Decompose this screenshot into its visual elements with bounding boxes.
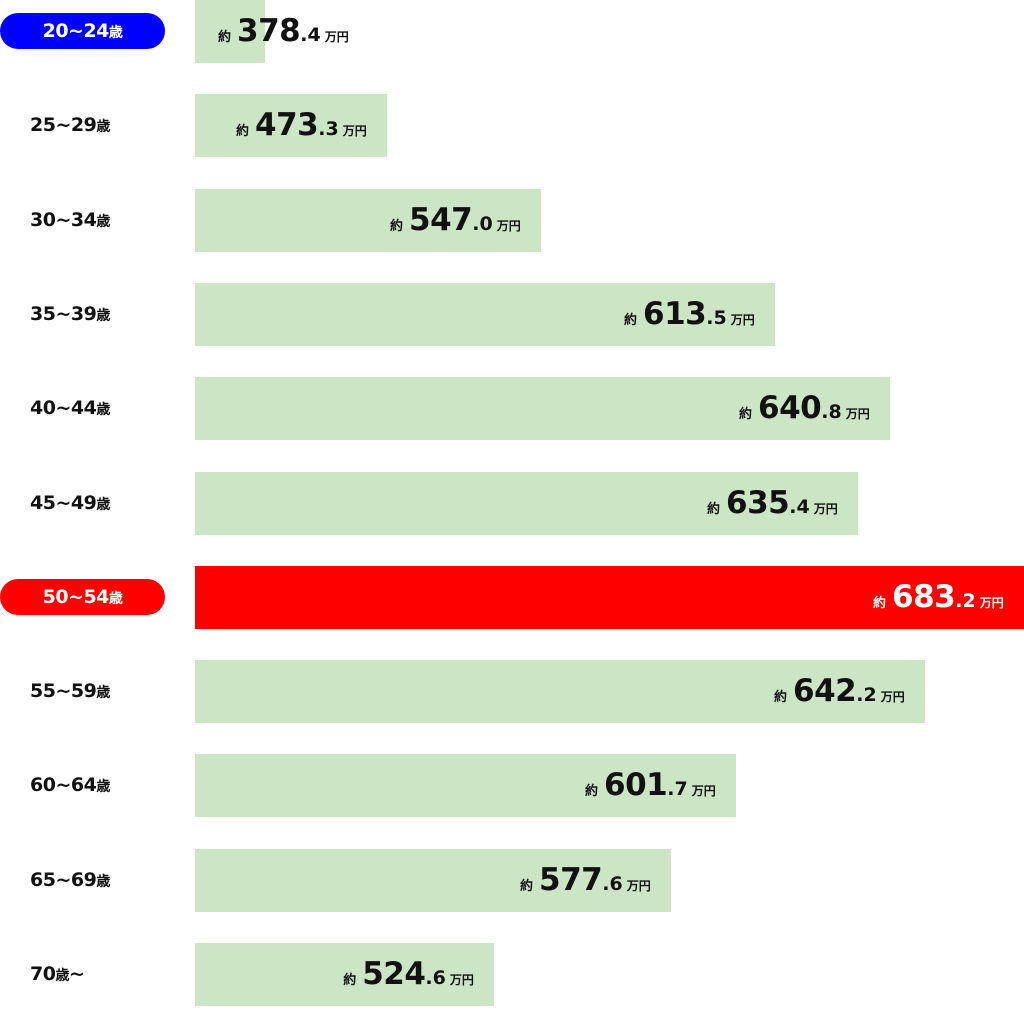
category-label: 70歳~ bbox=[30, 963, 85, 985]
category-label: 65~69歳 bbox=[30, 868, 110, 891]
data-label: 約 473.3 万円 bbox=[236, 107, 367, 144]
bar bbox=[195, 660, 925, 724]
category-label: 35~39歳 bbox=[30, 302, 110, 325]
bar-row: 30~34歳 約 547.0 万円 bbox=[0, 188, 1024, 252]
bar-row: 40~44歳 約 640.8 万円 bbox=[0, 377, 1024, 441]
category-label: 50~54歳 bbox=[0, 578, 165, 615]
category-label: 40~44歳 bbox=[30, 397, 110, 420]
bar-row: 60~64歳 約 601.7 万円 bbox=[0, 754, 1024, 818]
bar bbox=[195, 848, 671, 912]
bar-row: 50~54歳 約 683.2 万円 bbox=[0, 565, 1024, 629]
bar bbox=[195, 377, 890, 441]
bar bbox=[195, 471, 858, 535]
category-label: 60~64歳 bbox=[30, 774, 110, 797]
category-label: 20~24歳 bbox=[0, 13, 165, 49]
bar-row: 45~49歳 約 635.4 万円 bbox=[0, 471, 1024, 535]
bar bbox=[195, 754, 736, 818]
bar bbox=[195, 188, 541, 252]
bar bbox=[195, 565, 1024, 629]
category-label: 25~29歳 bbox=[30, 114, 110, 137]
data-label: 約 642.2 万円 bbox=[774, 673, 905, 710]
bar bbox=[195, 282, 775, 346]
data-label: 約 601.7 万円 bbox=[585, 767, 716, 804]
data-label: 約 640.8 万円 bbox=[739, 390, 870, 427]
data-label: 約 547.0 万円 bbox=[390, 201, 521, 238]
category-label: 55~59歳 bbox=[30, 680, 110, 703]
category-label: 45~49歳 bbox=[30, 491, 110, 514]
bar bbox=[195, 94, 387, 158]
bar-row: 25~29歳 約 473.3 万円 bbox=[0, 94, 1024, 158]
data-label: 約 683.2 万円 bbox=[873, 578, 1004, 615]
data-label: 約 524.6 万円 bbox=[343, 956, 474, 992]
bar-row: 20~24歳 約 378.4 万円 bbox=[0, 0, 1024, 63]
data-label: 約 635.4 万円 bbox=[707, 484, 838, 521]
category-label: 30~34歳 bbox=[30, 208, 110, 231]
bar-row: 55~59歳 約 642.2 万円 bbox=[0, 660, 1024, 724]
bar-row: 70歳~ 約 524.6 万円 bbox=[0, 943, 1024, 1006]
bar bbox=[195, 0, 265, 63]
data-label: 約 613.5 万円 bbox=[624, 295, 755, 332]
data-label: 約 577.6 万円 bbox=[520, 861, 651, 898]
bar-row: 35~39歳 約 613.5 万円 bbox=[0, 282, 1024, 346]
bar bbox=[195, 943, 495, 1006]
bar-row: 65~69歳 約 577.6 万円 bbox=[0, 848, 1024, 912]
data-label: 約 378.4 万円 bbox=[218, 13, 349, 49]
